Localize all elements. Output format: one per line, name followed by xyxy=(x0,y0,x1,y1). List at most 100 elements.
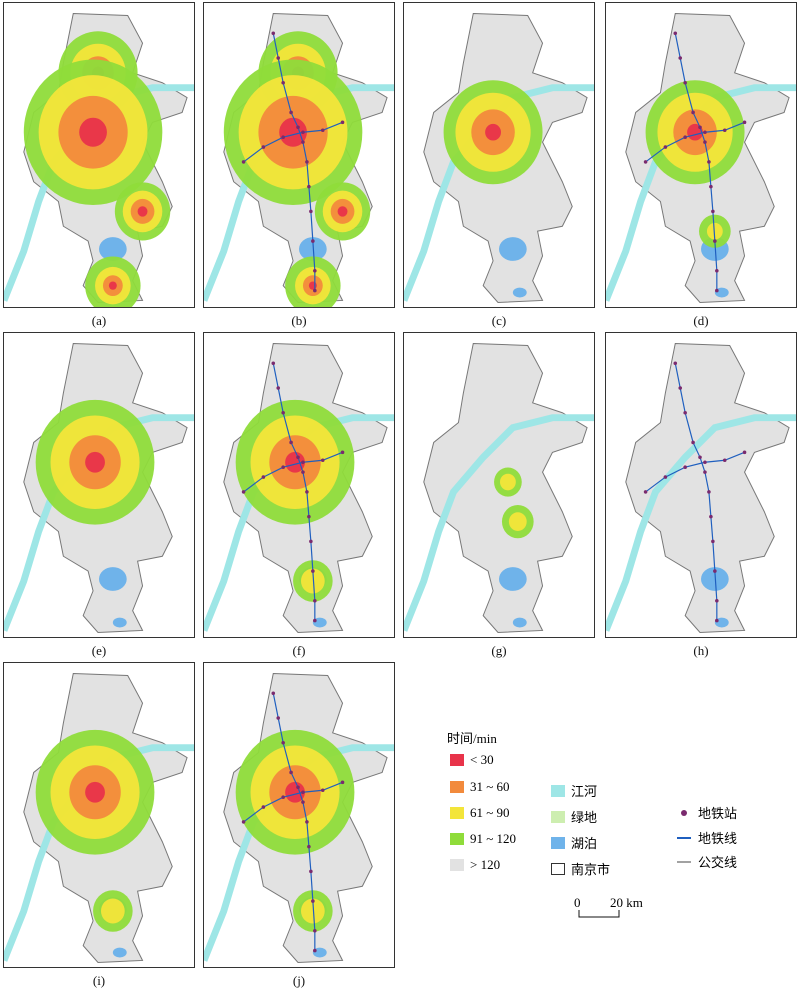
lake xyxy=(112,617,127,628)
legend-swatch xyxy=(450,859,464,871)
map-svg xyxy=(204,12,394,307)
metro-line xyxy=(272,363,316,621)
panel-label-c: (c) xyxy=(491,313,507,328)
lake xyxy=(512,287,527,298)
map-panel-a xyxy=(3,2,195,308)
metro-station-icon xyxy=(663,475,668,479)
metro-station-icon xyxy=(289,440,293,445)
metro-station-icon xyxy=(301,130,305,135)
lake xyxy=(99,237,127,261)
metro-station-icon xyxy=(691,440,695,445)
metro-station-icon xyxy=(673,31,678,36)
metro-station-icon xyxy=(320,788,325,793)
metro-station-icon xyxy=(289,110,293,115)
metro-station-icon xyxy=(307,184,311,189)
metro-station-icon xyxy=(678,56,682,60)
legend-label: 绿地 xyxy=(571,810,598,825)
legend-label: 91 ~ 120 xyxy=(470,831,517,846)
lake-swatch xyxy=(551,836,565,849)
metro-station-icon xyxy=(698,455,702,460)
accessibility-zone-center xyxy=(85,451,105,473)
accessibility-zone-center xyxy=(79,117,107,147)
metro-station-icon xyxy=(301,790,305,795)
metro-station-icon xyxy=(313,618,317,623)
metro-station-icon xyxy=(261,475,266,479)
scale-zero: 0 xyxy=(574,895,581,910)
legend-item-time-4: 91 ~ 120 xyxy=(450,831,516,847)
lake xyxy=(99,567,127,591)
map-svg xyxy=(204,342,394,633)
panel-label-f: (f) xyxy=(292,643,306,658)
metro-station-icon xyxy=(271,361,276,366)
metro-station-icon xyxy=(271,691,276,696)
map-svg xyxy=(4,12,194,307)
accessibility-zone-center xyxy=(85,781,105,803)
legend-label: 公交线 xyxy=(698,855,738,870)
legend-label: 江河 xyxy=(571,784,598,799)
metro-line xyxy=(645,121,745,163)
metro-station-icon xyxy=(261,805,266,809)
metro-station-icon xyxy=(296,785,300,790)
legend-swatch xyxy=(450,781,464,793)
map-panel-e xyxy=(3,332,195,638)
accessibility-zone-south xyxy=(300,568,325,594)
legend-label: 南京市 xyxy=(571,862,611,877)
metro-line xyxy=(272,693,316,951)
map-panel-i xyxy=(3,662,195,968)
metro-station-icon xyxy=(722,458,727,463)
legend-item-lake: 湖泊 xyxy=(551,833,597,852)
legend-swatch xyxy=(450,807,464,819)
metro-station-icon xyxy=(340,120,345,125)
legend-item-time-5: > 120 xyxy=(450,857,500,873)
metro-line xyxy=(243,451,343,493)
panel-label-h: (h) xyxy=(693,643,709,658)
legend-item-boundary: 南京市 xyxy=(551,859,610,878)
panel-label-i: (i) xyxy=(92,973,106,988)
accessibility-zone-south xyxy=(100,898,125,924)
metro-station-icon xyxy=(313,948,317,953)
metro-station-icon xyxy=(281,135,285,139)
river-swatch xyxy=(551,784,565,797)
metro-line xyxy=(272,33,316,291)
metro-station-icon xyxy=(715,618,719,623)
metro-line xyxy=(243,121,343,163)
metro-station-icon xyxy=(309,869,313,874)
scale-label: 20 km xyxy=(610,895,643,910)
metro-station-icon xyxy=(703,470,707,474)
accessibility-zone-center xyxy=(285,781,305,803)
metro-station-icon xyxy=(307,514,311,519)
scale-bar-line xyxy=(578,910,620,918)
legend-label: 31 ~ 60 xyxy=(470,779,510,794)
metro-station-icon xyxy=(313,599,317,603)
metro-station-icon xyxy=(296,125,300,130)
metro-station-icon xyxy=(643,490,648,494)
legend-item-metro-line: 地铁线 xyxy=(676,828,737,847)
metro-station-icon xyxy=(281,80,285,85)
legend-item-river: 江河 xyxy=(551,781,597,800)
panel-label-j: (j) xyxy=(292,973,306,988)
map-panel-c xyxy=(403,2,595,308)
map-svg xyxy=(204,672,394,963)
metro-station-icon xyxy=(305,490,309,494)
accessibility-zone-center xyxy=(285,451,305,473)
lake xyxy=(112,947,127,958)
metro-line xyxy=(674,33,718,291)
accessibility-zone-south xyxy=(706,222,723,240)
metro-station-icon xyxy=(311,239,315,243)
metro-station-icon xyxy=(715,288,719,293)
metro-station-icon xyxy=(276,56,280,60)
metro-station-icon xyxy=(683,135,687,139)
legend-item-time-1: < 30 xyxy=(450,752,494,768)
metro-station-icon xyxy=(261,145,266,149)
metro-station-icon xyxy=(703,140,707,144)
metro-station-icon xyxy=(709,184,713,189)
panel-label-a: (a) xyxy=(91,313,107,328)
metro-station-icon xyxy=(742,450,747,455)
metro-station-icon xyxy=(241,160,246,164)
legend-label: 61 ~ 90 xyxy=(470,805,510,820)
legend-label: 地铁站 xyxy=(698,806,738,821)
metro-station-icon xyxy=(709,514,713,519)
metro-station-icon xyxy=(742,120,747,125)
legend-item-time-2: 31 ~ 60 xyxy=(450,779,510,795)
metro-station-icon xyxy=(271,31,276,36)
